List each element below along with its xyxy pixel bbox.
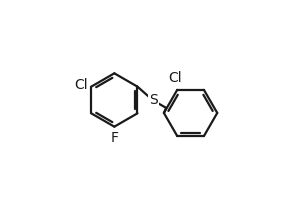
- Text: F: F: [110, 131, 118, 145]
- Text: S: S: [149, 92, 158, 107]
- Text: Cl: Cl: [168, 71, 182, 85]
- Text: Cl: Cl: [74, 78, 87, 92]
